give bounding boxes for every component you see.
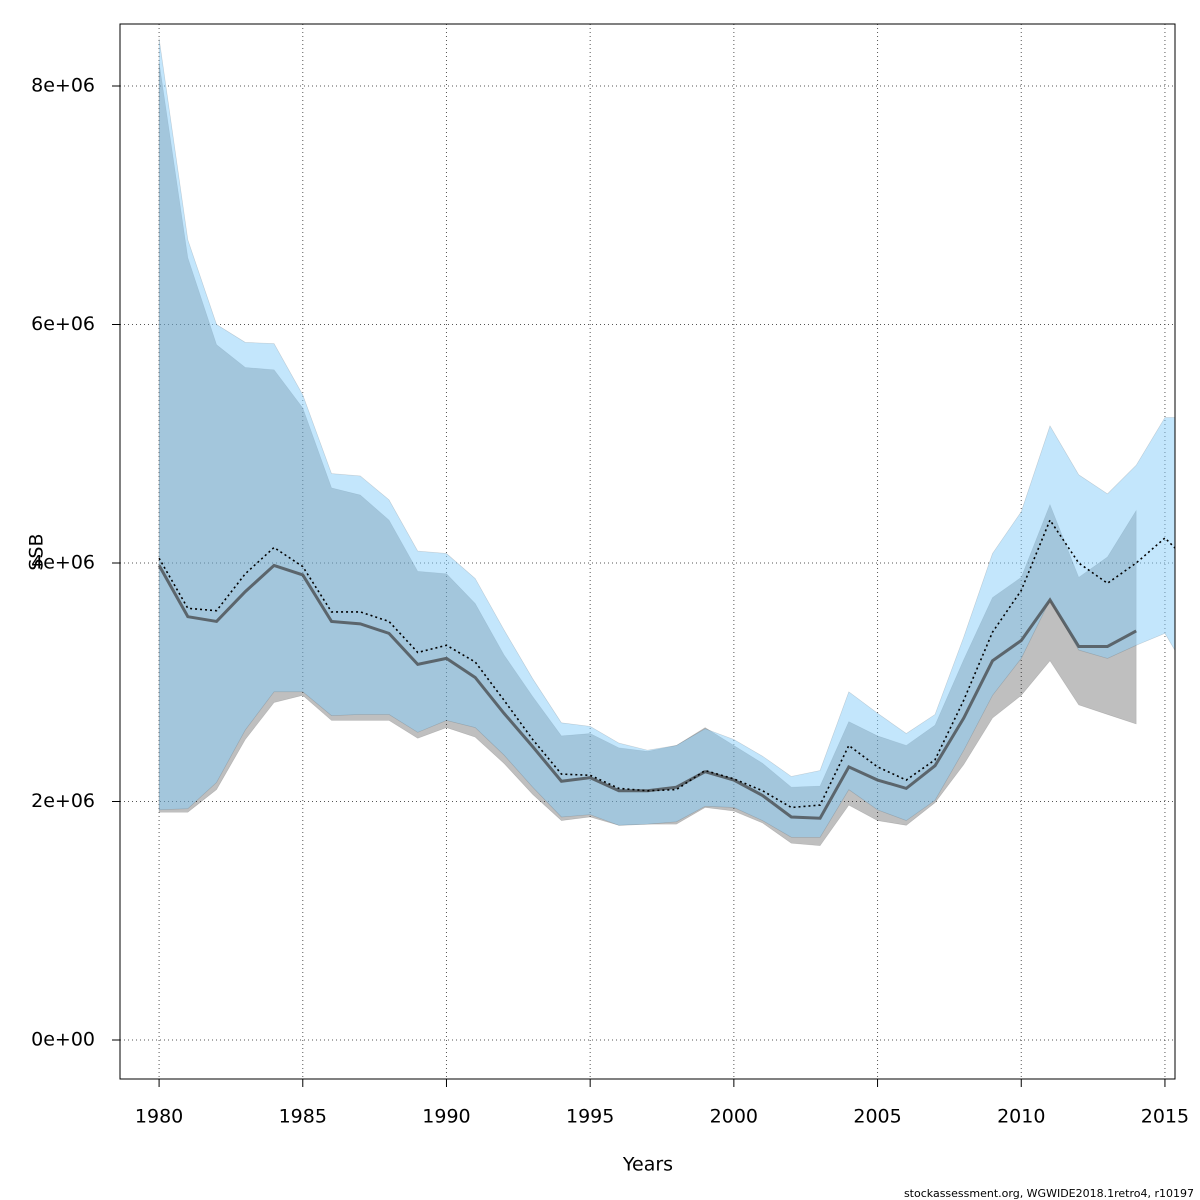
x-tick-label: 2010	[997, 1106, 1045, 1128]
x-tick-label: 2000	[710, 1106, 758, 1128]
y-tick-label: 6e+06	[31, 313, 95, 335]
plot-frame	[119, 23, 1176, 1080]
y-axis-label: SSB	[26, 533, 48, 570]
y-tick-label: 0e+00	[31, 1029, 95, 1051]
confidence-band	[158, 38, 1175, 838]
x-tick-label: 1980	[135, 1106, 183, 1128]
estimate-line	[158, 518, 1175, 809]
footnote: stockassessment.org, WGWIDE2018.1retro4,…	[904, 1187, 1194, 1200]
x-tick-label: 1995	[566, 1106, 614, 1128]
x-tick-label: 2015	[1141, 1106, 1189, 1128]
y-tick-label: 4e+06	[31, 552, 95, 574]
y-tick-label: 8e+06	[31, 75, 95, 97]
x-tick-label: 2005	[853, 1106, 901, 1128]
y-tick-label: 2e+06	[31, 790, 95, 812]
plot-area	[120, 24, 1175, 1079]
x-axis-label: Years	[622, 1154, 673, 1176]
x-tick-label: 1990	[422, 1106, 470, 1128]
x-tick-label: 1985	[279, 1106, 327, 1128]
